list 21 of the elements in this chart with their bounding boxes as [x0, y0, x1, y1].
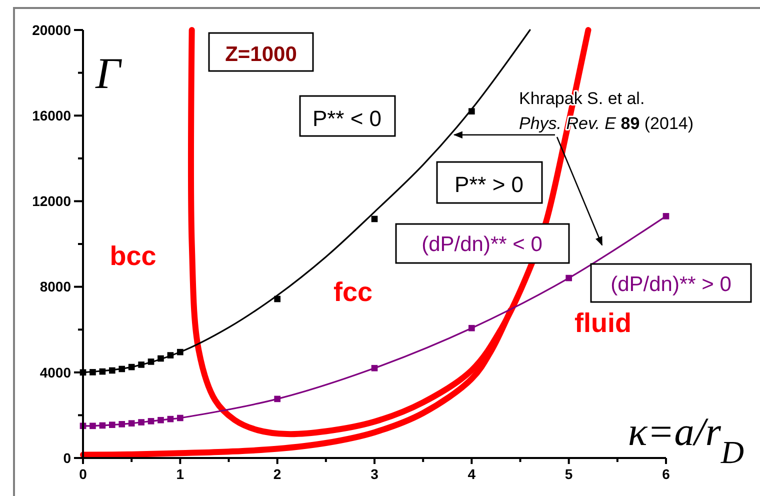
y-tick-label: 8000 [40, 278, 72, 295]
annotation: bcc [110, 241, 156, 271]
x-tick-label: 2 [273, 466, 282, 482]
annotation: Z=1000 [225, 43, 297, 66]
annotation: (dP/dn)** > 0 [610, 273, 732, 296]
x-tick-label: 0 [79, 466, 88, 482]
annotation: fluid [574, 308, 632, 338]
annotation: fcc [333, 277, 373, 307]
y-tick-label: 12000 [32, 193, 72, 210]
y-tick-label: 0 [63, 450, 72, 466]
y-tick-label: 20000 [32, 22, 72, 38]
annotation: P** < 0 [312, 106, 382, 131]
x-tick-label: 5 [564, 466, 573, 482]
annotation: (dP/dn)** < 0 [422, 233, 542, 256]
x-tick-label: 3 [370, 466, 379, 482]
y-tick-label: 16000 [32, 108, 72, 124]
x-tick-label: 1 [176, 466, 184, 482]
y-tick-label: 4000 [40, 364, 72, 380]
y-axis-title: Γ [94, 49, 122, 98]
annotation: P** > 0 [454, 172, 524, 197]
x-tick-label: 4 [468, 466, 476, 482]
